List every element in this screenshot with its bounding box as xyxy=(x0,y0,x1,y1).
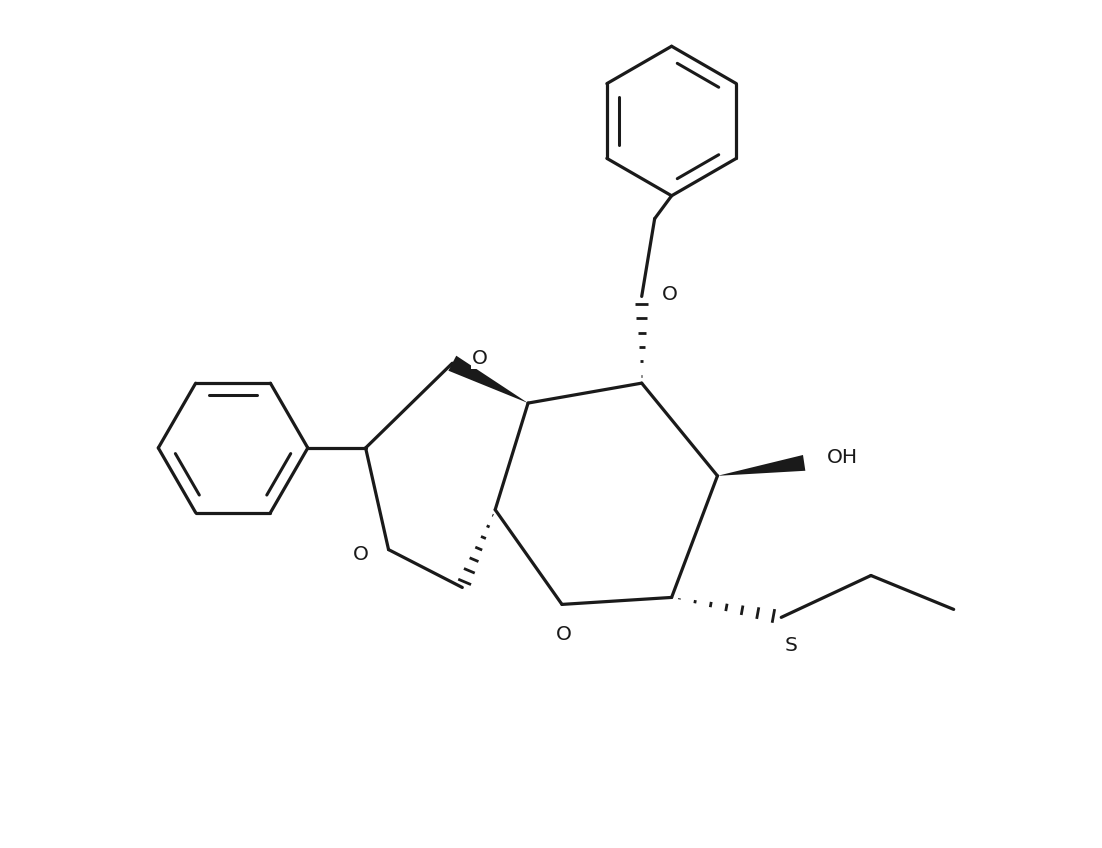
Text: O: O xyxy=(557,625,572,644)
Text: O: O xyxy=(473,349,488,368)
Polygon shape xyxy=(717,455,806,476)
Text: O: O xyxy=(353,545,368,564)
Text: OH: OH xyxy=(826,449,857,467)
Text: O: O xyxy=(661,285,678,304)
Polygon shape xyxy=(449,355,528,403)
Text: S: S xyxy=(785,636,798,655)
